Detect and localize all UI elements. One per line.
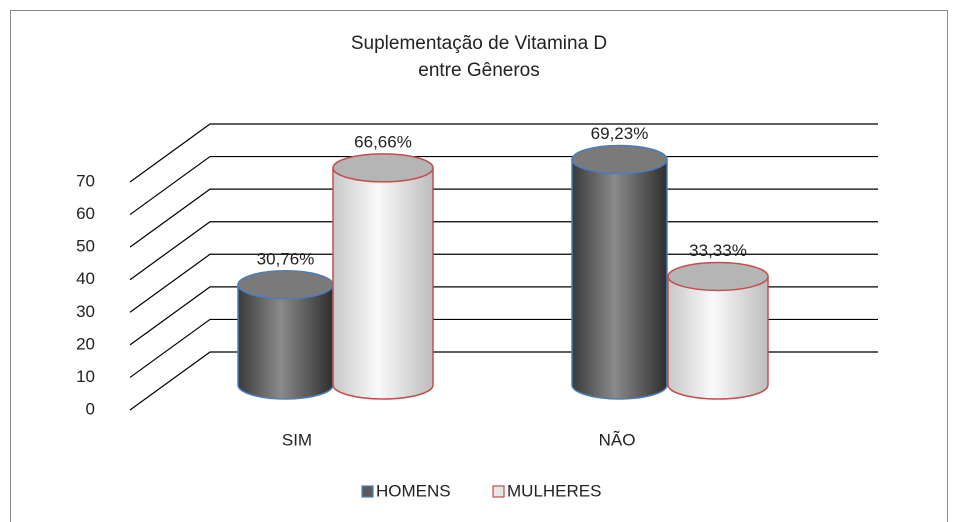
y-tick-label: 40 [76, 269, 95, 288]
y-tick-label: 0 [86, 399, 95, 418]
y-tick-label: 60 [76, 204, 95, 223]
legend-swatch [361, 485, 374, 498]
legend-label: HOMENS [376, 481, 451, 500]
chart-title: Suplementação de Vitamina D entre Gênero… [350, 33, 608, 81]
x-tick-label: SIM [282, 430, 312, 449]
data-label: 30,76% [257, 249, 315, 268]
cylinder-body [667, 275, 769, 400]
cylinder-top [332, 153, 434, 183]
cylinder [571, 144, 668, 400]
y-tick-label: 50 [76, 237, 95, 256]
cylinder-body [571, 158, 668, 400]
cylinder-top [237, 270, 334, 300]
cylinder-body [237, 284, 334, 400]
data-label: 69,23% [591, 124, 649, 143]
y-tick-label: 20 [76, 334, 95, 353]
cylinder-top [571, 144, 668, 175]
x-tick-label: NÃO [599, 430, 636, 449]
cylinder [667, 261, 769, 400]
chart-border [10, 10, 948, 522]
y-tick-label: 70 [76, 171, 95, 190]
grid-line [129, 188, 878, 248]
y-tick-label: 10 [76, 367, 95, 386]
cylinder [237, 270, 334, 400]
cylinder [332, 153, 434, 400]
grid-line [129, 123, 878, 183]
grid-line [129, 155, 878, 216]
cylinder-body [332, 167, 434, 400]
legend-swatch [492, 485, 505, 498]
cylinder-top [667, 261, 769, 292]
grid-line [129, 221, 878, 281]
data-label: 66,66% [354, 132, 412, 151]
data-label: 33,33% [689, 241, 747, 260]
y-tick-label: 30 [76, 302, 95, 321]
legend-label: MULHERES [507, 481, 601, 500]
